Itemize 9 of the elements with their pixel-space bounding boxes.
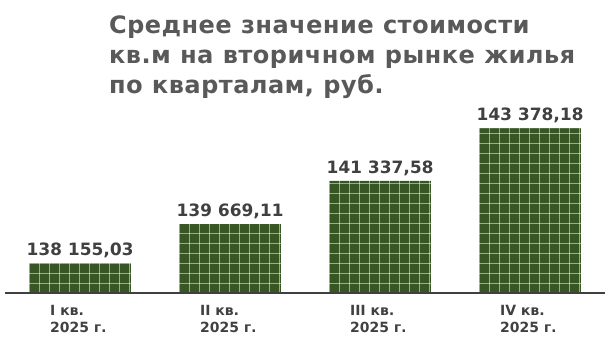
data-label: 141 337,58	[326, 158, 434, 178]
data-label: 143 378,18	[476, 105, 584, 126]
data-label: 139 669,11	[176, 201, 284, 222]
chart-title: Среднее значение стоимости кв.м на вторичном рынке жилья по кварталам, руб.	[109, 10, 576, 100]
x-tick-label: III кв. 2025 г.	[350, 303, 406, 336]
x-tick-label: IV кв. 2025 г.	[500, 303, 556, 336]
x-tick-label: I кв. 2025 г.	[50, 303, 106, 336]
x-tick-label: II кв. 2025 г.	[200, 303, 256, 336]
data-label: 138 155,03	[26, 240, 134, 260]
